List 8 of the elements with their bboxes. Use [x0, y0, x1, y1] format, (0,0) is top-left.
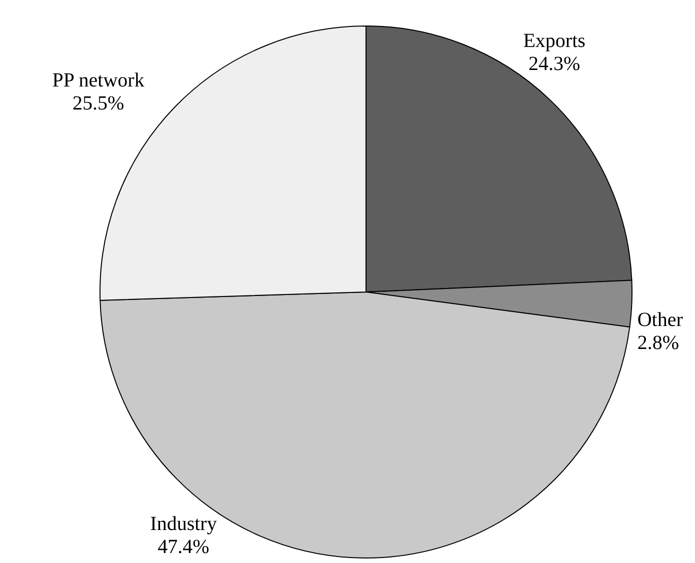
slice-label: PP network: [52, 69, 144, 92]
data-label: 47.4%: [158, 536, 210, 558]
data-label: 24.3%: [528, 52, 580, 75]
data-label: 25.5%: [72, 92, 124, 114]
slice-label: Exports: [523, 30, 586, 52]
data-label: 2.8%: [637, 332, 679, 354]
slice-label: Industry: [150, 513, 217, 536]
slice-label: Other: [637, 309, 684, 332]
